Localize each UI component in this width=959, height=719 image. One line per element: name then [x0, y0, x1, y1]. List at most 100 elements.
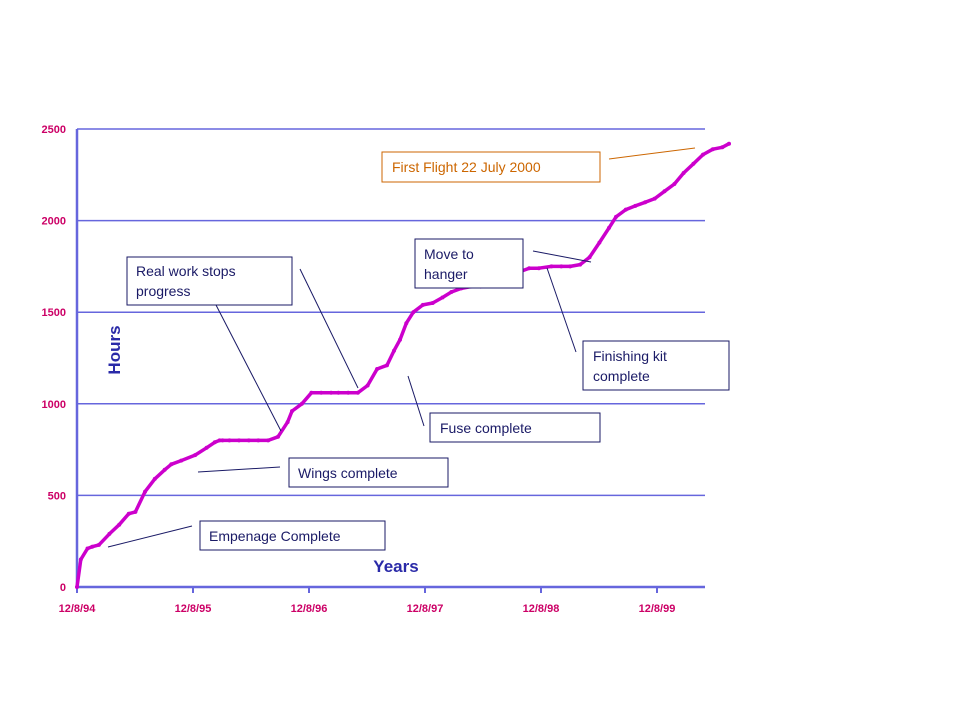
annotation-box — [126, 256, 293, 306]
data-point — [285, 420, 290, 425]
annotation-box — [582, 340, 730, 391]
data-point — [220, 438, 225, 443]
annotation-label: Empenage Complete — [209, 528, 341, 544]
data-point — [319, 390, 324, 395]
series-layer — [75, 141, 731, 589]
x-tick-label: 12/8/95 — [175, 603, 212, 615]
y-tick-label: 500 — [48, 490, 66, 502]
data-point — [204, 445, 209, 450]
data-point — [527, 266, 532, 271]
annotation-wings-complete: Wings complete — [197, 457, 449, 488]
data-point — [193, 453, 198, 458]
x-tick-label: 12/8/97 — [407, 603, 444, 615]
x-axis-title: Years — [373, 557, 418, 576]
data-point — [162, 467, 167, 472]
annotation-box — [288, 457, 449, 488]
y-tick-labels: 0 500 1000 1500 2000 2500 — [42, 124, 66, 594]
data-point — [365, 383, 370, 388]
data-point — [559, 264, 564, 269]
y-tick-label: 2000 — [42, 216, 66, 228]
data-point — [392, 348, 396, 353]
data-point — [614, 214, 618, 219]
data-point — [96, 542, 101, 547]
data-point — [568, 264, 573, 269]
data-point — [85, 546, 90, 551]
annotation-finishing-kit: Finishing kit complete — [546, 267, 730, 391]
data-point — [143, 489, 147, 494]
data-point — [440, 295, 445, 300]
leader-line — [299, 268, 359, 389]
data-point — [607, 225, 611, 230]
annotation-box — [429, 412, 601, 443]
x-tick-label: 12/8/94 — [59, 603, 97, 615]
data-point — [597, 240, 602, 245]
annotation-fuse-complete: Fuse complete — [407, 375, 601, 443]
data-point — [701, 152, 705, 157]
y-tick-label: 1500 — [42, 307, 66, 319]
leader-line — [197, 466, 281, 473]
annotation-box — [199, 520, 386, 551]
data-point — [449, 290, 454, 294]
data-point — [227, 438, 232, 443]
leader-line — [107, 525, 193, 548]
data-point — [662, 189, 667, 194]
annotation-label: Fuse complete — [440, 420, 532, 436]
data-point — [710, 147, 715, 152]
annotation-real-work-stops: Real work stops progress — [126, 256, 359, 432]
x-tick-label: 12/8/98 — [523, 603, 560, 615]
x-tick-label: 12/8/96 — [291, 603, 328, 615]
annotation-box — [381, 151, 601, 183]
data-point — [549, 264, 554, 269]
leader-line — [608, 147, 696, 160]
data-point — [107, 531, 112, 536]
data-point — [355, 390, 360, 395]
data-point — [375, 367, 380, 371]
data-point — [276, 434, 280, 439]
annotation-label: Real work stops progress — [136, 263, 239, 299]
data-point — [727, 141, 731, 146]
annotation-label: Move to hanger — [424, 246, 478, 282]
annotation-move-to-hanger: Move to hanger — [414, 238, 592, 289]
data-point — [266, 438, 271, 443]
data-point — [652, 196, 657, 201]
data-point — [329, 390, 334, 395]
data-point — [681, 171, 686, 175]
y-tick-label: 2500 — [42, 124, 66, 136]
annotation-box — [414, 238, 524, 289]
data-point — [633, 203, 638, 208]
data-point — [672, 182, 677, 186]
data-point — [643, 200, 648, 205]
leader-line — [546, 267, 577, 353]
data-point — [587, 255, 592, 260]
data-point — [430, 301, 435, 305]
annotation-first-flight: First Flight 22 July 2000 — [381, 147, 696, 183]
x-tick-labels: 12/8/94 12/8/95 12/8/96 12/8/97 12/8/98 12/8/… — [59, 603, 676, 615]
x-tick-label: 12/8/99 — [639, 603, 676, 615]
data-point — [290, 409, 294, 414]
leader-line — [532, 250, 592, 263]
y-tick-label: 1000 — [42, 399, 66, 411]
data-point — [411, 310, 416, 315]
data-point — [420, 302, 425, 307]
data-point — [256, 438, 261, 443]
data-point — [169, 462, 174, 467]
data-point — [578, 262, 583, 267]
annotation-label: Finishing kit complete — [593, 348, 671, 384]
data-point — [179, 458, 184, 463]
annotation-empenage-complete: Empenage Complete — [107, 520, 386, 551]
data-point — [536, 266, 541, 271]
data-point — [90, 544, 95, 549]
leader-line — [407, 375, 425, 427]
data-point — [720, 145, 725, 150]
y-axis-title: Hours — [105, 325, 124, 374]
data-point — [126, 511, 131, 516]
data-point — [404, 321, 409, 326]
data-point — [385, 363, 389, 368]
data-point — [398, 337, 402, 342]
data-point — [133, 509, 138, 514]
grid-lines — [77, 128, 705, 497]
x-tick-marks — [76, 587, 658, 593]
data-point — [152, 476, 157, 481]
data-point — [309, 390, 314, 395]
